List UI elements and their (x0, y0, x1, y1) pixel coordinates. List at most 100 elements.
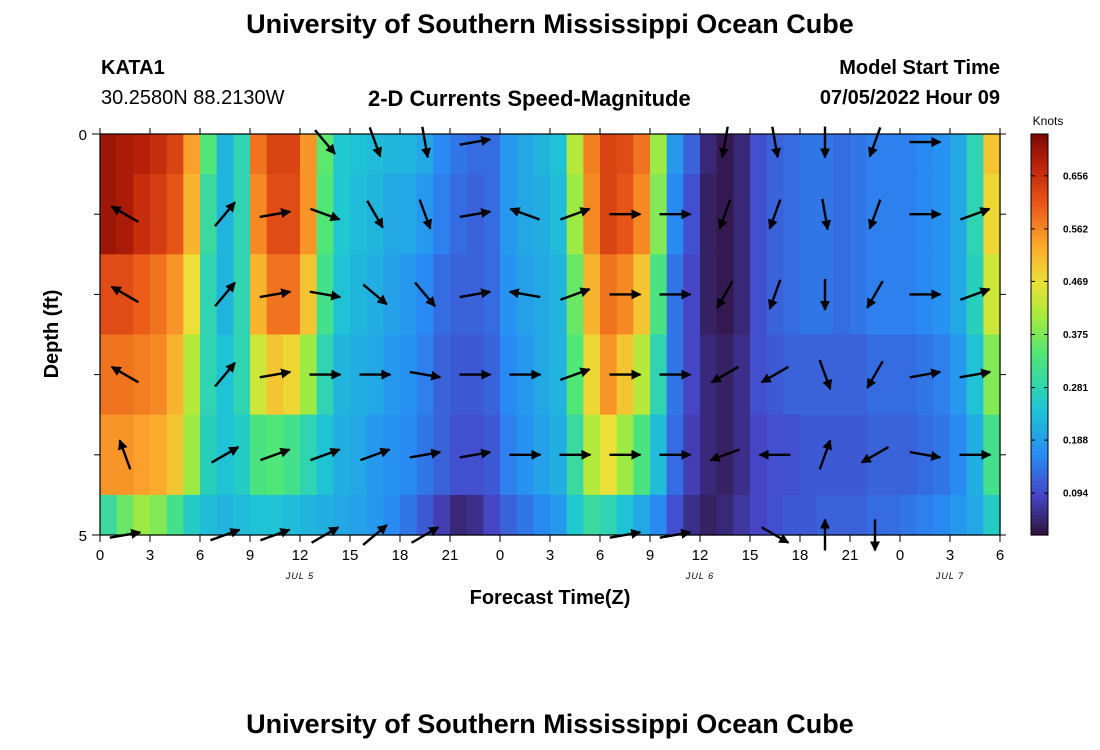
current-vector (868, 199, 882, 230)
colorbar-segment (1031, 220, 1048, 225)
current-vector (960, 287, 991, 301)
colorbar-segment (1031, 351, 1048, 356)
colorbar-segment (1031, 521, 1048, 526)
heatmap-cell (333, 334, 351, 416)
heatmap-cell (400, 494, 418, 536)
heatmap-cell (733, 494, 751, 536)
heatmap-cell (750, 134, 768, 175)
current-vector (508, 288, 541, 299)
colorbar-segment (1031, 240, 1048, 245)
colorbar-segment (1031, 347, 1048, 352)
heatmap-cell (650, 414, 668, 496)
heatmap-cell (500, 334, 518, 416)
heatmap-cell (583, 414, 601, 496)
heatmap-cell (416, 494, 434, 536)
heatmap-cell (500, 494, 518, 536)
colorbar-segment (1031, 194, 1048, 199)
heatmap-cell (133, 334, 151, 416)
heatmap-cell (200, 254, 218, 336)
colorbar-segment (1031, 448, 1048, 453)
heatmap-cell (566, 134, 584, 175)
heatmap-cell (716, 494, 734, 536)
heatmap-cell (300, 254, 318, 336)
heatmap-cell (350, 334, 368, 416)
colorbar-segment (1031, 281, 1048, 285)
heatmap-cell (100, 134, 118, 175)
heatmap-cell (266, 494, 284, 536)
colorbar-segment (1031, 137, 1048, 142)
colorbar-segment (1031, 257, 1048, 262)
colorbar-segment (1031, 491, 1048, 496)
colorbar-segment (1031, 334, 1048, 339)
colorbar-segment (1031, 147, 1048, 152)
heatmap-cell (283, 414, 301, 496)
colorbar-segment (1031, 488, 1048, 493)
current-vector (768, 199, 782, 230)
colorbar-segment (1031, 177, 1048, 182)
current-vector (210, 528, 241, 542)
heatmap-cell (333, 494, 351, 536)
current-vector (960, 207, 991, 221)
heatmap-cell (100, 494, 118, 536)
colorbar-segment (1031, 478, 1048, 483)
heatmap-cell (683, 494, 701, 536)
heatmap-cell (300, 174, 318, 255)
heatmap-cell (850, 174, 868, 255)
colorbar-segment (1031, 397, 1048, 402)
colorbar-segment (1031, 287, 1048, 292)
heatmap-cell (600, 254, 618, 336)
colorbar-segment (1031, 271, 1048, 275)
colorbar-segment (1031, 210, 1048, 215)
colorbar-segment (1031, 401, 1048, 406)
colorbar-segment (1031, 170, 1048, 175)
heatmap-cell (850, 134, 868, 175)
current-vector (821, 198, 832, 231)
colorbar-segment (1031, 418, 1048, 422)
x-tick-label: 18 (792, 547, 809, 564)
colorbar-segment (1031, 274, 1048, 279)
colorbar-segment (1031, 504, 1048, 509)
heatmap-cell (800, 334, 818, 416)
heatmap-cell (833, 414, 851, 496)
heatmap-cell (950, 334, 968, 416)
current-vector (818, 359, 832, 391)
heatmap-cell (350, 494, 368, 536)
heatmap-cell (166, 174, 184, 255)
colorbar-segment (1031, 297, 1048, 302)
date-label: JUL 6 (685, 571, 714, 581)
x-tick-label: 12 (692, 547, 709, 564)
heatmap-cell (800, 174, 818, 255)
heatmap-cell (950, 174, 968, 255)
current-vector (716, 280, 734, 309)
heatmap-cell (800, 254, 818, 336)
colorbar-tick-label: 0.562 (1063, 224, 1088, 235)
model-start-label: Model Start Time (839, 57, 1000, 79)
heatmap-cell (500, 174, 518, 255)
heatmap-cell (233, 174, 251, 255)
colorbar-segment (1031, 311, 1048, 316)
date-labels: JUL 5 JUL 6 JUL 7 (285, 571, 963, 581)
heatmap-cell (733, 134, 751, 175)
heatmap-cell (133, 254, 151, 336)
heatmap-cell (500, 254, 518, 336)
colorbar-segment (1031, 324, 1048, 329)
heatmap-cell (500, 414, 518, 496)
x-tick-label: 6 (596, 547, 604, 564)
colorbar-segment (1031, 454, 1048, 459)
heatmap-cell (433, 494, 451, 536)
heatmap-cell (500, 134, 518, 175)
colorbar-segment (1031, 291, 1048, 295)
heatmap-cell (933, 134, 951, 175)
heatmap-cell (483, 334, 501, 416)
current-vector (459, 135, 492, 146)
heatmap-cell (433, 254, 451, 336)
heatmap-cell (300, 494, 318, 536)
current-vector (909, 368, 942, 379)
heatmap-cell (650, 254, 668, 336)
colorbar-segment (1031, 528, 1048, 533)
colorbar-segment (1031, 164, 1048, 169)
current-vector (214, 361, 236, 388)
heatmap-cell (150, 414, 168, 496)
colorbar-segment (1031, 524, 1048, 529)
heatmap-cell (883, 494, 901, 536)
